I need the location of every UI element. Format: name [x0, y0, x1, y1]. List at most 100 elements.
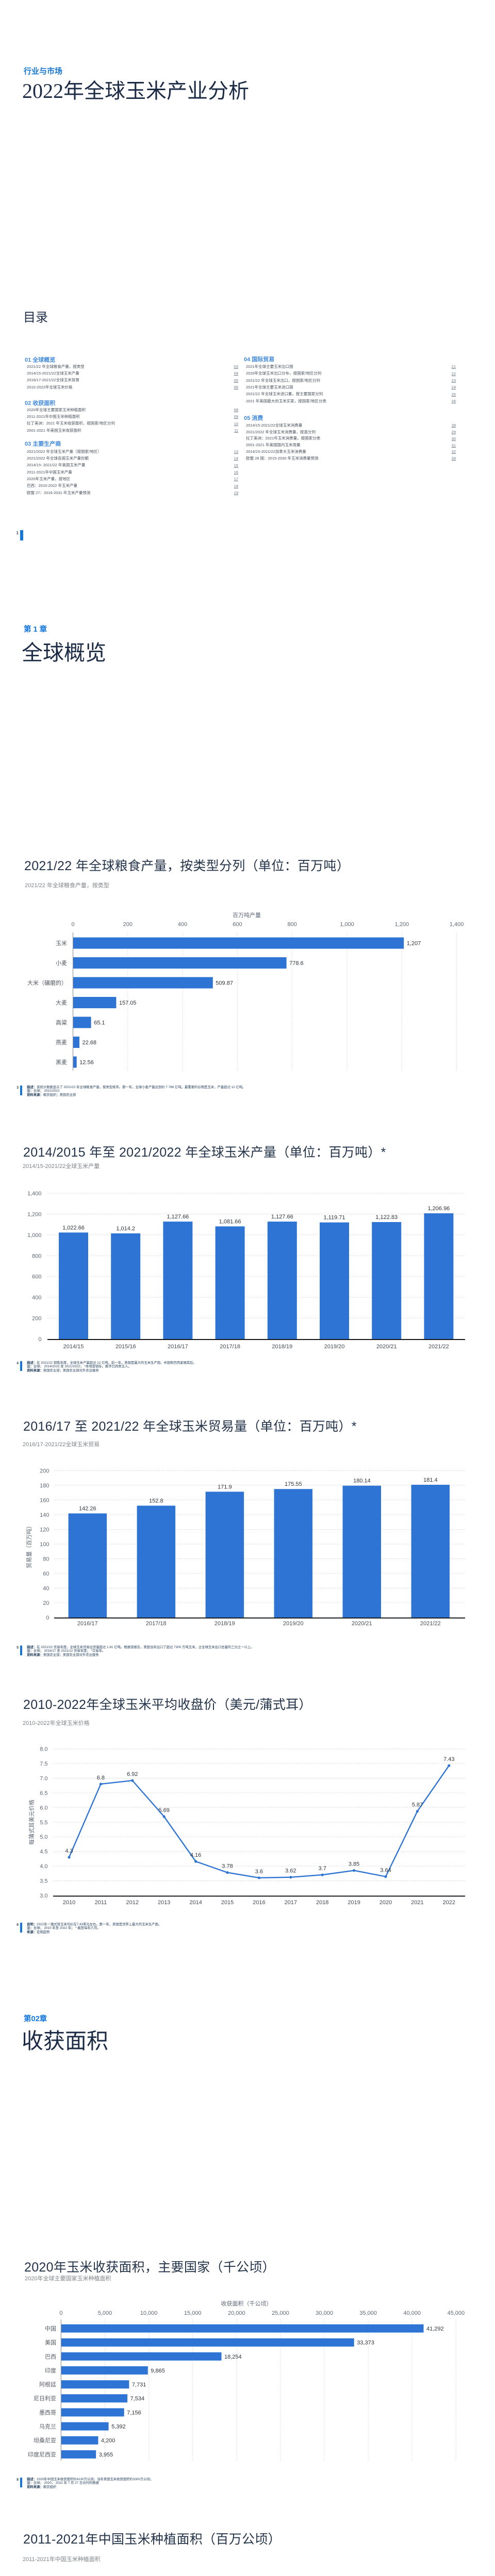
svg-text:40: 40	[43, 1586, 49, 1592]
svg-text:2020/21: 2020/21	[376, 1344, 397, 1350]
svg-text:4.3: 4.3	[65, 1848, 73, 1854]
svg-text:7,534: 7,534	[130, 2396, 145, 2402]
svg-text:45,000: 45,000	[447, 2310, 465, 2316]
svg-text:4,200: 4,200	[101, 2438, 116, 2444]
svg-text:800: 800	[32, 1253, 41, 1259]
svg-text:0: 0	[46, 1615, 49, 1621]
svg-text:200: 200	[123, 922, 133, 928]
svg-text:2020/21: 2020/21	[352, 1621, 372, 1627]
svg-text:印度: 印度	[45, 2367, 56, 2374]
svg-text:2011: 2011	[95, 1900, 107, 1906]
svg-text:5.5: 5.5	[40, 1820, 47, 1826]
svg-text:180: 180	[40, 1483, 49, 1489]
svg-text:1,200: 1,200	[395, 922, 409, 928]
svg-text:1,400: 1,400	[27, 1191, 42, 1197]
svg-text:2012: 2012	[126, 1900, 139, 1906]
svg-text:15,000: 15,000	[184, 2310, 202, 2316]
svg-text:尼日利亚: 尼日利亚	[34, 2395, 56, 2402]
svg-text:22.68: 22.68	[82, 1040, 97, 1046]
svg-text:200: 200	[32, 1316, 41, 1322]
svg-text:2017/18: 2017/18	[146, 1621, 167, 1627]
svg-text:1,127.66: 1,127.66	[271, 1214, 293, 1220]
svg-text:100: 100	[40, 1541, 49, 1548]
svg-text:10,000: 10,000	[140, 2310, 158, 2316]
svg-text:7,731: 7,731	[132, 2382, 146, 2388]
svg-text:6.0: 6.0	[40, 1805, 47, 1811]
svg-text:3,955: 3,955	[99, 2452, 113, 2458]
svg-text:1,200: 1,200	[27, 1211, 42, 1217]
svg-text:3.64: 3.64	[380, 1868, 391, 1874]
svg-text:2014: 2014	[189, 1900, 202, 1906]
svg-text:80: 80	[43, 1556, 49, 1563]
svg-text:8.0: 8.0	[40, 1747, 47, 1753]
svg-text:0: 0	[71, 922, 74, 928]
svg-text:2017/18: 2017/18	[220, 1344, 240, 1350]
svg-text:贸易量（百万吨）: 贸易量（百万吨）	[26, 1523, 32, 1568]
svg-text:400: 400	[178, 922, 187, 928]
svg-text:乌克兰: 乌克兰	[39, 2423, 56, 2430]
svg-text:5.87: 5.87	[412, 1802, 423, 1808]
svg-text:2019: 2019	[348, 1900, 360, 1906]
svg-text:7.43: 7.43	[443, 1756, 454, 1762]
svg-text:6.8: 6.8	[97, 1775, 105, 1781]
svg-text:160: 160	[40, 1498, 49, 1504]
svg-text:印度尼西亚: 印度尼西亚	[28, 2451, 56, 2458]
svg-text:35,000: 35,000	[359, 2310, 377, 2316]
svg-text:5.0: 5.0	[40, 1834, 47, 1840]
svg-text:20,000: 20,000	[228, 2310, 245, 2316]
svg-text:2015: 2015	[221, 1900, 234, 1906]
svg-text:0: 0	[59, 2310, 62, 2316]
svg-text:5,000: 5,000	[98, 2310, 112, 2316]
svg-text:25,000: 25,000	[272, 2310, 289, 2316]
svg-text:200: 200	[40, 1468, 49, 1475]
svg-text:2016: 2016	[253, 1900, 265, 1906]
svg-text:2013: 2013	[158, 1900, 170, 1906]
svg-text:4.16: 4.16	[190, 1852, 201, 1858]
svg-text:墨西哥: 墨西哥	[39, 2409, 56, 2416]
svg-text:2016/17: 2016/17	[77, 1621, 98, 1627]
svg-text:2021: 2021	[411, 1900, 423, 1906]
svg-text:142.26: 142.26	[79, 1506, 96, 1512]
svg-text:2010: 2010	[63, 1900, 75, 1906]
svg-text:120: 120	[40, 1527, 49, 1533]
svg-text:2019/20: 2019/20	[283, 1621, 304, 1627]
svg-text:0: 0	[38, 1336, 41, 1343]
svg-text:4.0: 4.0	[40, 1863, 47, 1870]
svg-text:2018/19: 2018/19	[214, 1621, 235, 1627]
svg-text:玉米: 玉米	[56, 940, 67, 947]
svg-text:4.5: 4.5	[40, 1849, 47, 1855]
svg-text:巴西: 巴西	[45, 2354, 56, 2360]
svg-text:7,156: 7,156	[127, 2410, 141, 2416]
svg-text:1,000: 1,000	[340, 922, 354, 928]
svg-text:1,206.96: 1,206.96	[427, 1206, 450, 1212]
svg-text:2014/15: 2014/15	[63, 1344, 84, 1350]
svg-text:33,373: 33,373	[357, 2340, 374, 2346]
svg-text:2018: 2018	[316, 1900, 328, 1906]
svg-text:7.5: 7.5	[40, 1761, 47, 1767]
svg-text:6.92: 6.92	[127, 1771, 138, 1777]
svg-text:171.9: 171.9	[218, 1484, 232, 1490]
svg-text:3.6: 3.6	[255, 1869, 263, 1875]
svg-text:800: 800	[288, 922, 297, 928]
svg-text:181.4: 181.4	[423, 1477, 438, 1483]
svg-text:41,292: 41,292	[426, 2326, 444, 2332]
svg-text:1,207: 1,207	[407, 941, 421, 947]
svg-text:40,000: 40,000	[403, 2310, 421, 2316]
svg-text:20: 20	[43, 1600, 49, 1606]
svg-text:3.0: 3.0	[40, 1893, 47, 1899]
svg-text:2021/22: 2021/22	[420, 1621, 441, 1627]
svg-text:2021/22: 2021/22	[428, 1344, 449, 1350]
svg-text:180.14: 180.14	[353, 1478, 371, 1484]
svg-text:百万吨产量: 百万吨产量	[233, 911, 261, 919]
svg-text:140: 140	[40, 1512, 49, 1518]
svg-text:2017: 2017	[285, 1900, 297, 1906]
svg-text:778.6: 778.6	[289, 960, 304, 967]
svg-text:2020: 2020	[380, 1900, 392, 1906]
svg-text:3.5: 3.5	[40, 1878, 47, 1885]
svg-text:1,400: 1,400	[450, 922, 464, 928]
svg-text:2022: 2022	[443, 1900, 455, 1906]
svg-text:阿根廷: 阿根廷	[39, 2381, 56, 2388]
svg-text:12.56: 12.56	[79, 1060, 94, 1066]
svg-text:18,254: 18,254	[224, 2354, 242, 2360]
svg-text:中国: 中国	[45, 2326, 56, 2332]
